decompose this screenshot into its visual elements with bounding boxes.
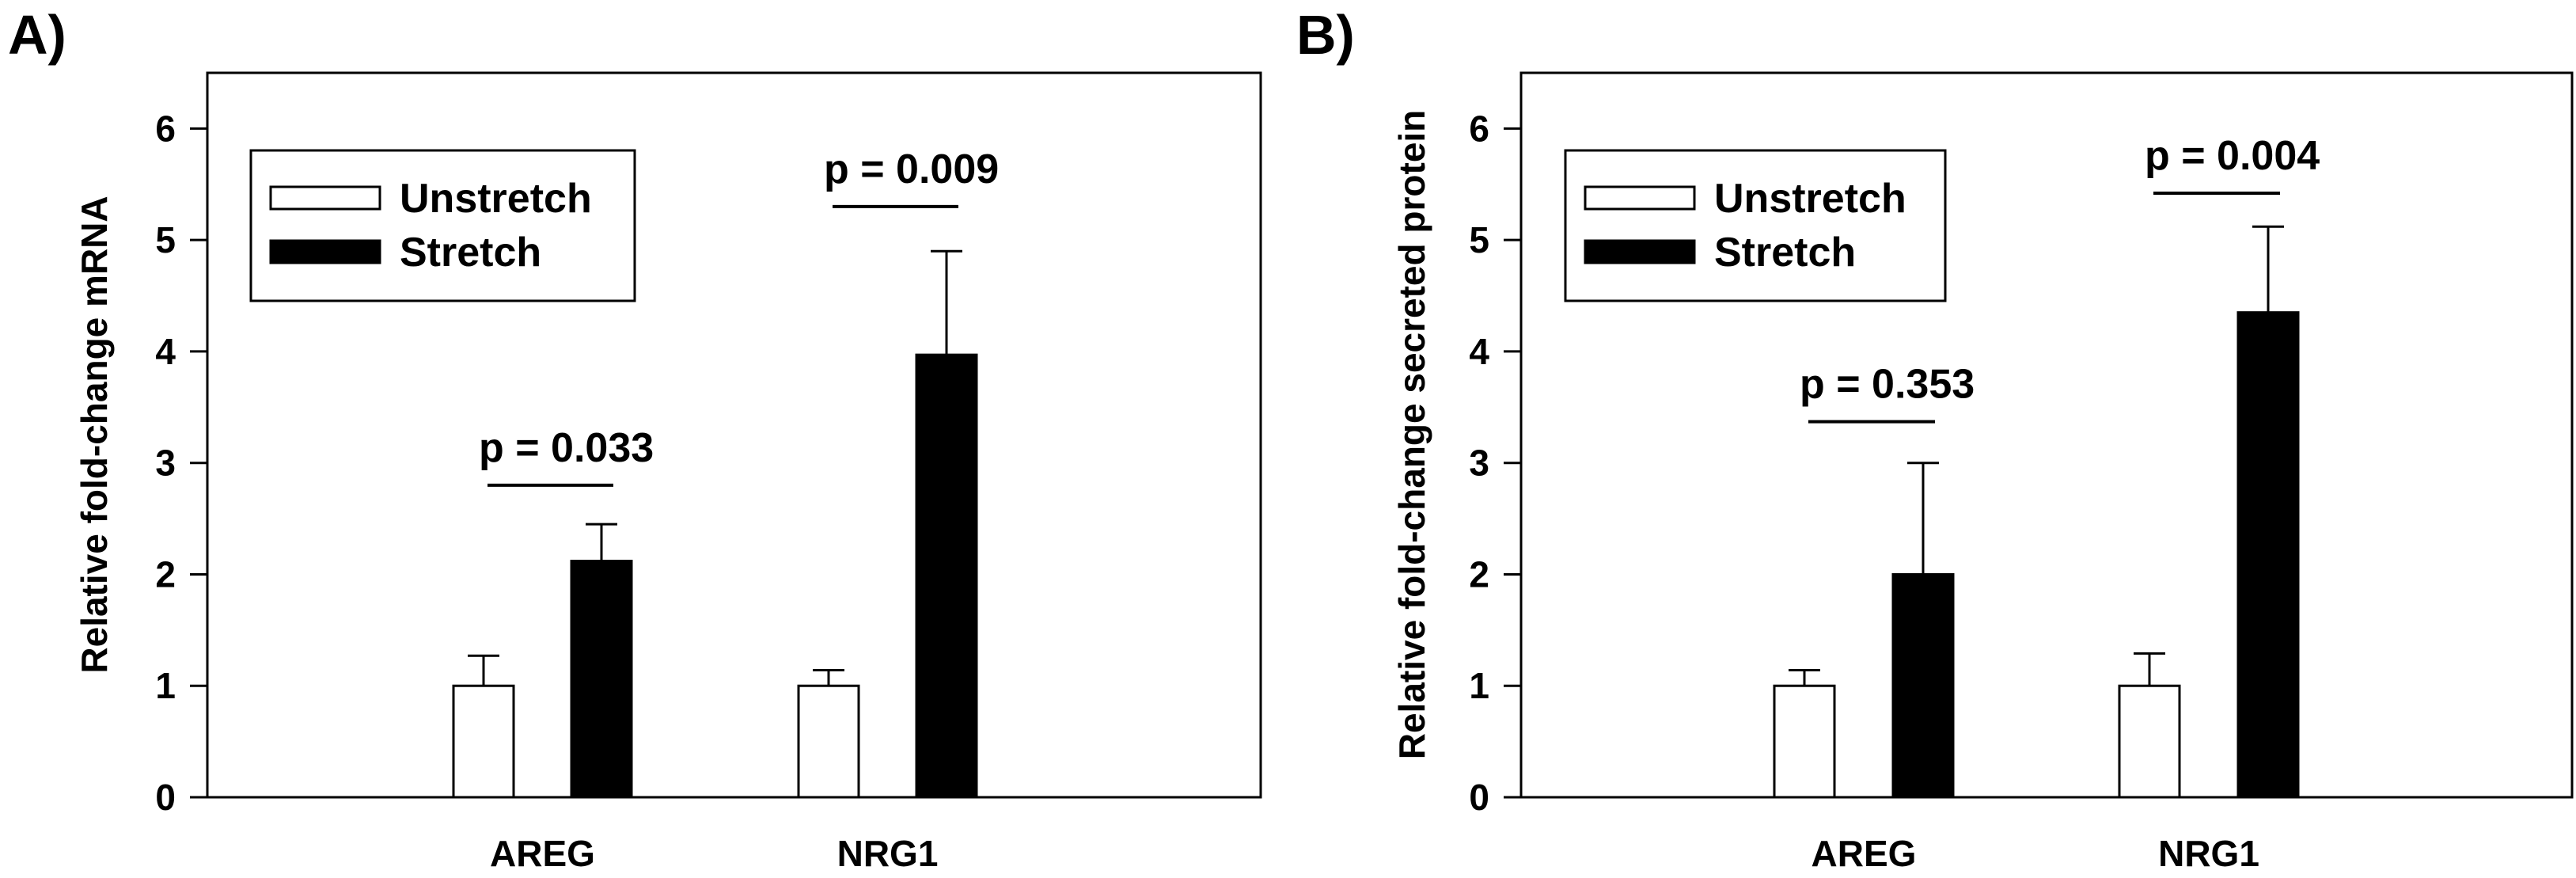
panel-b-bars: AREG NRG1 xyxy=(1773,225,2300,874)
panel-a-plot-frame xyxy=(206,71,1262,799)
panel-b-category-label: AREG xyxy=(1812,833,1917,874)
panel-b-ytick-label: 1 xyxy=(1469,665,1489,706)
panel-b-ytick-label: 3 xyxy=(1469,443,1489,484)
panel-a-legend: Unstretch Stretch xyxy=(249,149,636,302)
panel-b-bar-areg-unstretch xyxy=(1773,684,1836,799)
panel-a-ytick-label: 6 xyxy=(155,108,176,149)
panel-b-category-label: NRG1 xyxy=(2158,833,2259,874)
panel-a-legend-label-stretch: Stretch xyxy=(400,230,541,276)
panel-a-bars: AREG NRG1 xyxy=(452,249,978,874)
panel-a-yaxis: 0 1 2 3 4 5 6 xyxy=(155,108,207,818)
panel-a-pvalue-label: p = 0.033 xyxy=(479,425,654,471)
panel-b-pvalue-label: p = 0.004 xyxy=(2145,133,2320,179)
panel-b-legend-box xyxy=(1564,149,1947,302)
panel-b-yaxis: 0 1 2 3 4 5 6 xyxy=(1469,108,1521,818)
panel-b-ytick-label: 2 xyxy=(1469,553,1489,595)
panel-b-legend-swatch-unstretch xyxy=(1584,185,1696,211)
panel-a-legend-label-unstretch: Unstretch xyxy=(400,176,592,222)
panel-a-ytick-label: 0 xyxy=(155,777,176,818)
panel-a-bar-areg-stretch xyxy=(570,560,633,799)
panel-a-letter: A) xyxy=(8,4,66,66)
panel-a-category-label: AREG xyxy=(490,833,595,874)
panel-b-ytick-label: 0 xyxy=(1469,777,1489,818)
panel-b-ylabel: Relative fold-change secreted protein xyxy=(1391,110,1432,760)
panel-b-annotations: p = 0.353 p = 0.004 xyxy=(1800,133,2320,424)
panel-a-bar-nrg1-unstretch xyxy=(797,684,860,799)
panel-a: A) 0 1 2 3 4 5 6 AREG NRG1 p = 0.033 p = 0.009 R… xyxy=(8,4,1262,874)
panel-a-pvalue-label: p = 0.009 xyxy=(824,146,999,192)
panel-b-legend-label-stretch: Stretch xyxy=(1714,230,1856,276)
panel-a-category-label: NRG1 xyxy=(837,833,939,874)
panel-a-ytick-label: 5 xyxy=(155,219,176,260)
panel-b-legend-swatch-stretch xyxy=(1584,239,1696,264)
panel-b-plot-frame xyxy=(1519,71,2574,799)
panel-a-bar-areg-unstretch xyxy=(452,684,515,799)
panel-b-ytick-label: 5 xyxy=(1469,219,1489,260)
panel-b-legend: Unstretch Stretch xyxy=(1564,149,1947,302)
panel-a-ytick-label: 3 xyxy=(155,443,176,484)
panel-b-pvalue-label: p = 0.353 xyxy=(1800,362,1975,408)
panel-a-bar-nrg1-stretch xyxy=(915,353,978,799)
panel-a-ytick-label: 4 xyxy=(155,331,176,372)
panel-a-legend-box xyxy=(249,149,636,302)
panel-b-bar-nrg1-unstretch xyxy=(2118,684,2181,799)
panel-b-bar-areg-stretch xyxy=(1891,572,1955,799)
panel-b-letter: B) xyxy=(1296,4,1355,66)
panel-a-ytick-label: 2 xyxy=(155,553,176,595)
panel-a-annotations: p = 0.033 p = 0.009 xyxy=(479,146,999,487)
panel-b: B) 0 1 2 3 4 5 6 AREG NRG1 p = 0.353 p = 0.004 R… xyxy=(1296,4,2574,874)
panel-b-legend-label-unstretch: Unstretch xyxy=(1714,176,1906,222)
panel-b-bar-nrg1-stretch xyxy=(2236,311,2300,799)
panel-a-legend-swatch-unstretch xyxy=(269,185,381,211)
panel-b-ytick-label: 4 xyxy=(1469,331,1489,372)
panel-b-ytick-label: 6 xyxy=(1469,108,1489,149)
panel-a-legend-swatch-stretch xyxy=(269,239,381,264)
panel-a-ytick-label: 1 xyxy=(155,665,176,706)
panel-a-ylabel: Relative fold-change mRNA xyxy=(74,196,115,673)
